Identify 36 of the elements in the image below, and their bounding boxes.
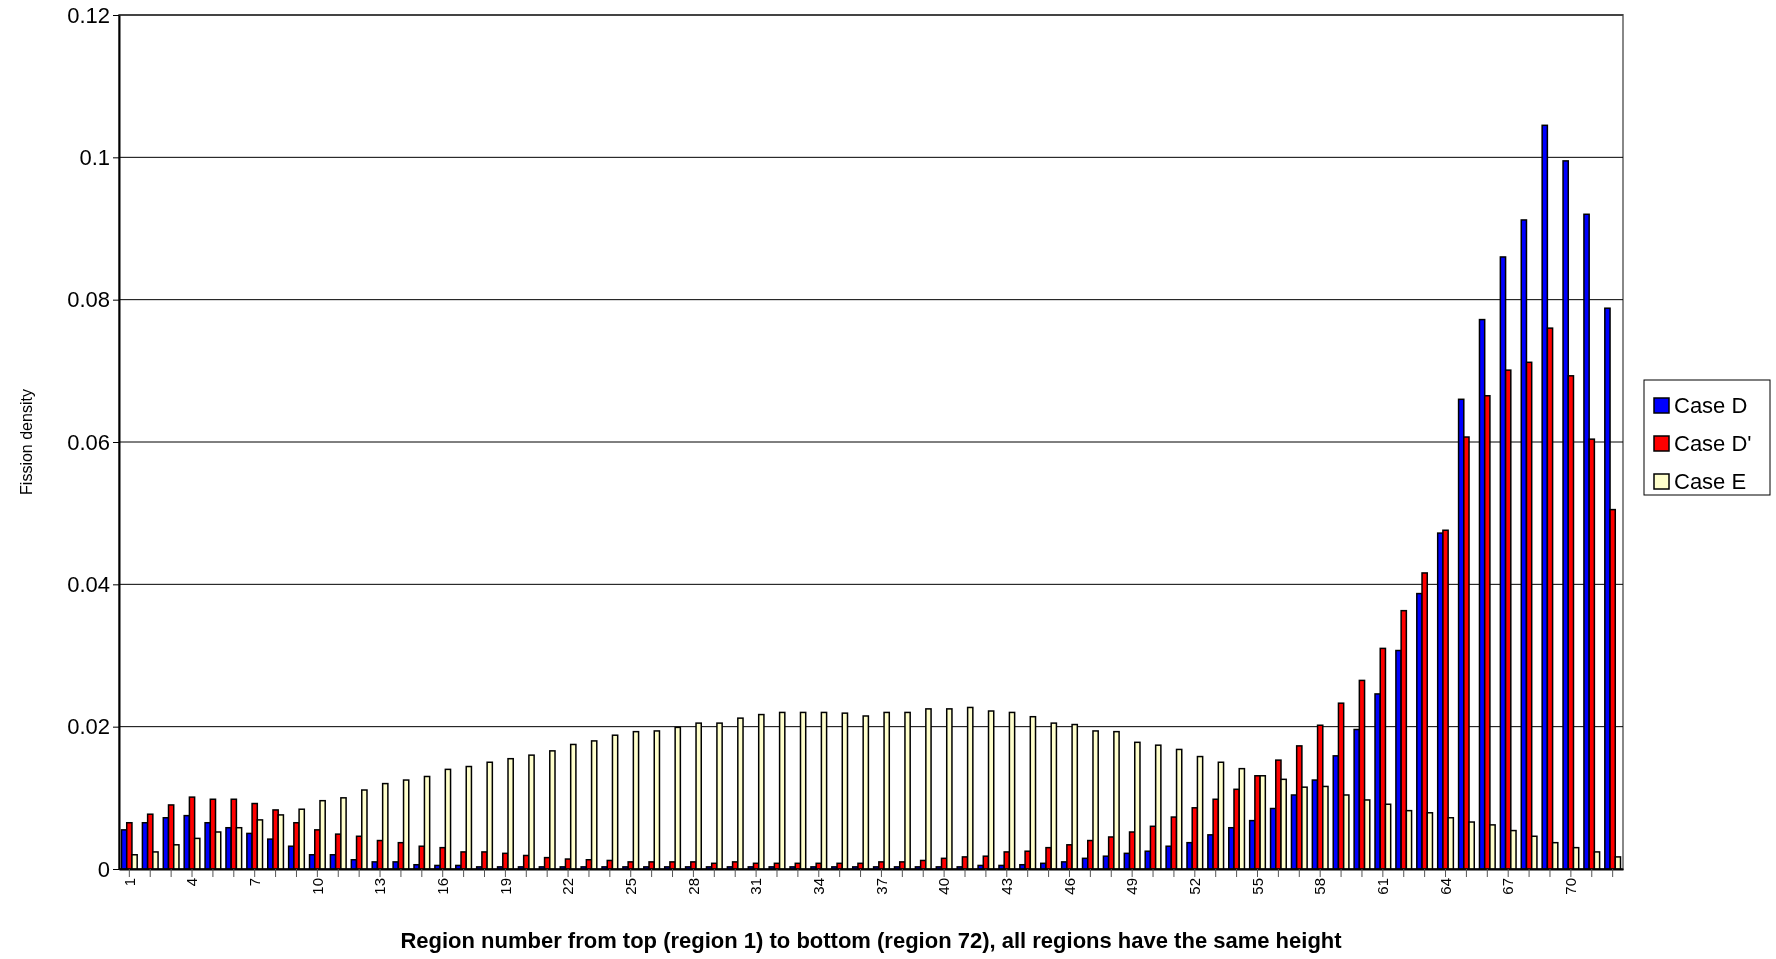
x-tick-label: 25 — [621, 878, 639, 895]
x-tick-label: 31 — [747, 878, 765, 895]
y-tick-label: 0 — [97, 856, 110, 882]
x-axis-title: Region number from top (region 1) to bottom (region 72), all regions have the same height — [400, 928, 1343, 953]
y-tick-label: 0.08 — [67, 287, 110, 313]
x-tick-label: 70 — [1562, 878, 1580, 895]
y-tick-label: 0.12 — [67, 2, 110, 28]
y-tick-label: 0.04 — [67, 571, 110, 597]
x-tick-label: 55 — [1248, 878, 1266, 895]
x-tick-label: 58 — [1311, 878, 1329, 895]
x-tick-label: 10 — [308, 878, 326, 895]
x-tick-label: 37 — [872, 878, 890, 895]
x-tick-label: 22 — [559, 878, 577, 895]
legend-label: Case E — [1674, 469, 1747, 494]
x-tick-label: 64 — [1436, 878, 1454, 895]
legend-label: Case D — [1674, 393, 1748, 418]
x-tick-label: 52 — [1186, 878, 1204, 895]
x-tick-label: 40 — [935, 878, 953, 895]
x-tick-label: 4 — [183, 878, 201, 887]
x-tick-label: 13 — [371, 878, 389, 895]
y-tick-label: 0.02 — [67, 714, 110, 740]
x-tick-label: 43 — [998, 878, 1016, 895]
x-tick-label: 49 — [1123, 878, 1141, 895]
x-tick-label: 67 — [1499, 878, 1517, 895]
x-tick-label: 19 — [496, 878, 514, 895]
y-tick-label: 0.06 — [67, 429, 110, 455]
x-tick-label: 46 — [1060, 878, 1078, 895]
x-tick-label: 28 — [684, 878, 702, 895]
x-tick-label: 61 — [1374, 878, 1392, 895]
y-axis-title: Fission density — [18, 389, 35, 495]
x-tick-label: 34 — [810, 878, 828, 895]
y-tick-label: 0.1 — [79, 144, 110, 170]
x-tick-label: 16 — [433, 878, 451, 895]
x-tick-label: 7 — [245, 878, 263, 887]
legend-label: Case D' — [1674, 431, 1752, 456]
x-tick-label: 1 — [120, 878, 138, 887]
